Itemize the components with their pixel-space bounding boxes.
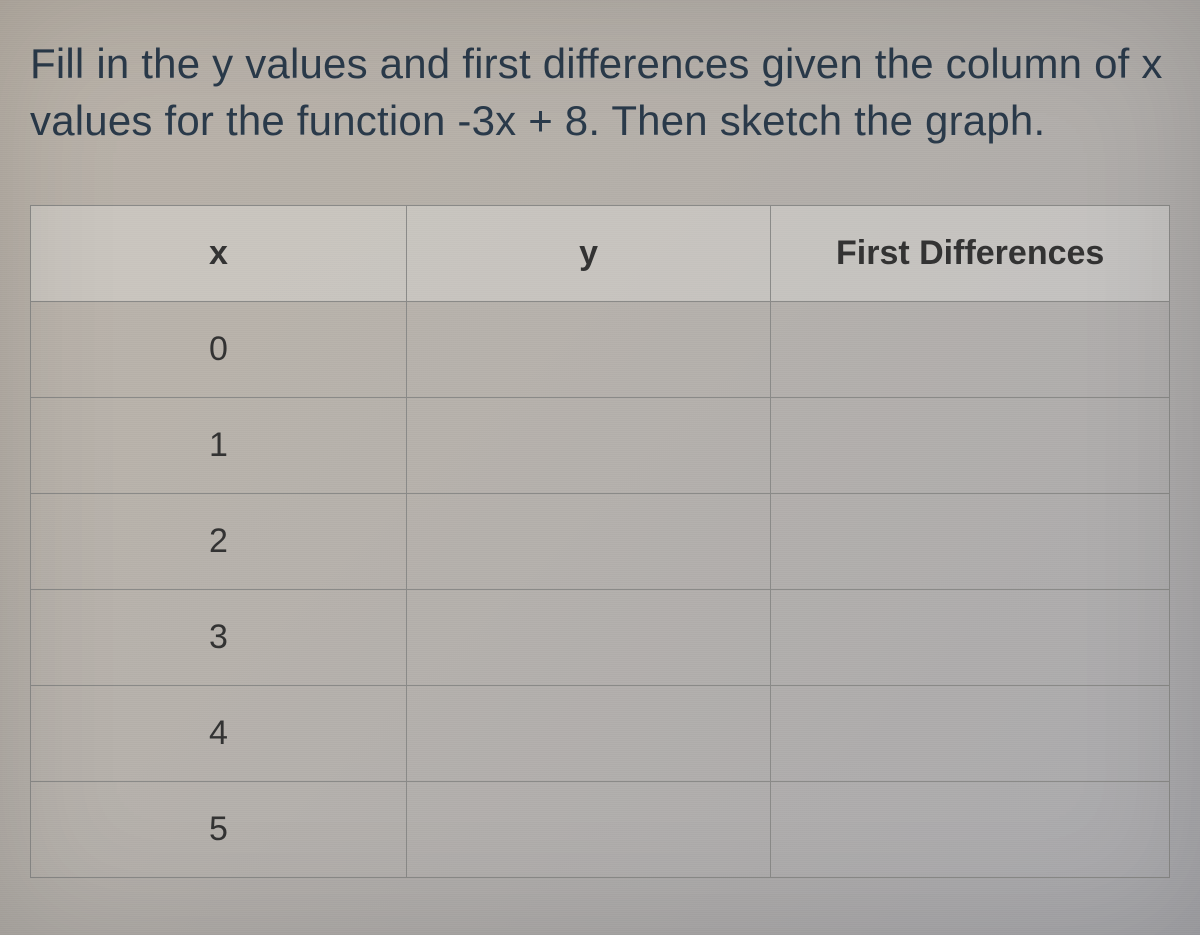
cell-x: 5 <box>31 782 407 878</box>
cell-first-diff[interactable] <box>771 686 1170 782</box>
cell-first-diff[interactable] <box>771 590 1170 686</box>
table-header-row: x y First Differences <box>31 206 1170 302</box>
cell-y[interactable] <box>406 302 770 398</box>
table-row: 0 <box>31 302 1170 398</box>
cell-x: 0 <box>31 302 407 398</box>
page: Fill in the y values and first differenc… <box>0 0 1200 935</box>
col-header-x: x <box>31 206 407 302</box>
cell-y[interactable] <box>406 686 770 782</box>
table-row: 5 <box>31 782 1170 878</box>
cell-first-diff[interactable] <box>771 302 1170 398</box>
cell-first-diff[interactable] <box>771 398 1170 494</box>
cell-x: 3 <box>31 590 407 686</box>
question-prompt: Fill in the y values and first differenc… <box>30 36 1170 149</box>
cell-y[interactable] <box>406 494 770 590</box>
cell-first-diff[interactable] <box>771 782 1170 878</box>
table-row: 4 <box>31 686 1170 782</box>
col-header-y: y <box>406 206 770 302</box>
col-header-first-diff: First Differences <box>771 206 1170 302</box>
cell-first-diff[interactable] <box>771 494 1170 590</box>
cell-x: 4 <box>31 686 407 782</box>
cell-y[interactable] <box>406 590 770 686</box>
table-row: 3 <box>31 590 1170 686</box>
cell-x: 2 <box>31 494 407 590</box>
table-row: 2 <box>31 494 1170 590</box>
table-row: 1 <box>31 398 1170 494</box>
cell-x: 1 <box>31 398 407 494</box>
cell-y[interactable] <box>406 782 770 878</box>
values-table: x y First Differences 0 1 2 <box>30 205 1170 878</box>
cell-y[interactable] <box>406 398 770 494</box>
table-container: x y First Differences 0 1 2 <box>30 205 1170 878</box>
